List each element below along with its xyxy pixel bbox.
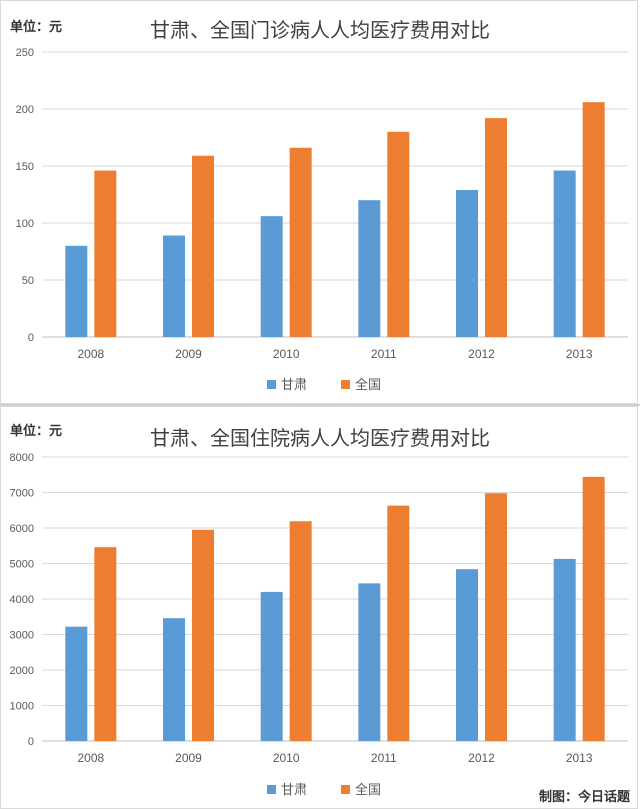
x-tick-label: 2010 bbox=[273, 751, 300, 765]
bar-2008-national bbox=[94, 547, 117, 741]
legend-swatch-gansu bbox=[267, 380, 276, 389]
divider bbox=[0, 404, 640, 406]
x-tick-label: 2011 bbox=[371, 751, 397, 765]
bar-2013-national bbox=[582, 102, 605, 337]
bar-2013-gansu bbox=[553, 170, 576, 337]
y-tick-label: 0 bbox=[28, 736, 34, 748]
y-tick-label: 200 bbox=[16, 104, 34, 116]
bar-2012-national bbox=[485, 493, 507, 741]
bar-2013-gansu bbox=[553, 558, 576, 741]
y-tick-label: 0 bbox=[28, 332, 34, 344]
bar-2008-national bbox=[94, 170, 117, 337]
y-tick-label: 150 bbox=[16, 161, 34, 173]
x-tick-label: 2012 bbox=[468, 751, 495, 765]
x-tick-label: 2008 bbox=[77, 751, 104, 765]
bar-2011-gansu bbox=[358, 583, 381, 741]
bar-2012-national bbox=[485, 118, 507, 338]
x-tick-label: 2008 bbox=[77, 347, 104, 361]
bar-2010-gansu bbox=[260, 216, 283, 337]
chart-panel-outpatient: 单位：元 甘肃、全国门诊病人人均医疗费用对比 0 50 100 150 200 250 20… bbox=[0, 0, 640, 404]
y-tick-label: 7000 bbox=[10, 488, 34, 500]
y-tick-label: 50 bbox=[22, 275, 34, 287]
bar-chart-inpatient: 0 1000 2000 3000 4000 5000 6000 7000 8000 2008 200… bbox=[10, 452, 628, 798]
bar-2010-national bbox=[289, 521, 312, 741]
bar-2011-national bbox=[387, 505, 410, 741]
bar-2009-gansu bbox=[163, 235, 185, 337]
x-tick-label: 2013 bbox=[566, 347, 593, 361]
x-tick-label: 2013 bbox=[566, 751, 593, 765]
chart-title: 甘肃、全国住院病人人均医疗费用对比 bbox=[150, 426, 490, 450]
bar-2009-gansu bbox=[163, 618, 185, 741]
bar-2009-national bbox=[192, 155, 214, 337]
chart-title: 甘肃、全国门诊病人人均医疗费用对比 bbox=[150, 18, 490, 42]
chart-credit: 制图：今日话题 bbox=[538, 790, 630, 805]
bar-2012-gansu bbox=[456, 569, 478, 741]
legend-label-gansu: 甘肃 bbox=[281, 783, 307, 798]
chart-panel-inpatient: 单位：元 甘肃、全国住院病人人均医疗费用对比 0 1000 2000 3000 4000… bbox=[0, 406, 640, 809]
bar-2011-national bbox=[387, 131, 410, 337]
y-tick-label: 4000 bbox=[10, 594, 34, 606]
legend-swatch-national bbox=[341, 380, 350, 389]
y-tick-label: 250 bbox=[16, 47, 34, 59]
x-tick-label: 2010 bbox=[273, 347, 300, 361]
x-tick-label: 2012 bbox=[468, 347, 495, 361]
y-tick-label: 100 bbox=[16, 218, 34, 230]
legend-label-national: 全国 bbox=[355, 782, 381, 798]
bar-2011-gansu bbox=[358, 200, 381, 337]
x-tick-label: 2009 bbox=[175, 347, 202, 361]
y-tick-label: 2000 bbox=[10, 665, 34, 677]
y-tick-label: 3000 bbox=[10, 630, 34, 642]
y-tick-label: 1000 bbox=[10, 701, 34, 713]
x-tick-label: 2009 bbox=[175, 751, 202, 765]
bar-2008-gansu bbox=[65, 245, 88, 337]
legend-label-national: 全国 bbox=[355, 377, 381, 393]
legend-swatch-gansu bbox=[267, 785, 276, 794]
bar-2012-gansu bbox=[456, 189, 478, 337]
bar-2008-gansu bbox=[65, 626, 88, 741]
y-tick-label: 6000 bbox=[10, 523, 34, 535]
x-tick-label: 2011 bbox=[371, 347, 397, 361]
unit-label: 单位：元 bbox=[10, 20, 63, 35]
legend-swatch-national bbox=[341, 785, 350, 794]
bar-2010-gansu bbox=[260, 591, 283, 741]
chart-frame bbox=[0, 0, 638, 404]
bar-2013-national bbox=[582, 476, 605, 741]
y-tick-label: 5000 bbox=[10, 559, 34, 571]
bar-2009-national bbox=[192, 529, 214, 741]
bar-2010-national bbox=[289, 147, 312, 337]
y-tick-label: 8000 bbox=[10, 452, 34, 464]
legend-label-gansu: 甘肃 bbox=[281, 378, 307, 393]
bar-chart-outpatient: 0 50 100 150 200 250 2008 2009 2010 2011 2012 2013 甘… bbox=[16, 47, 628, 393]
unit-label: 单位：元 bbox=[10, 424, 63, 439]
